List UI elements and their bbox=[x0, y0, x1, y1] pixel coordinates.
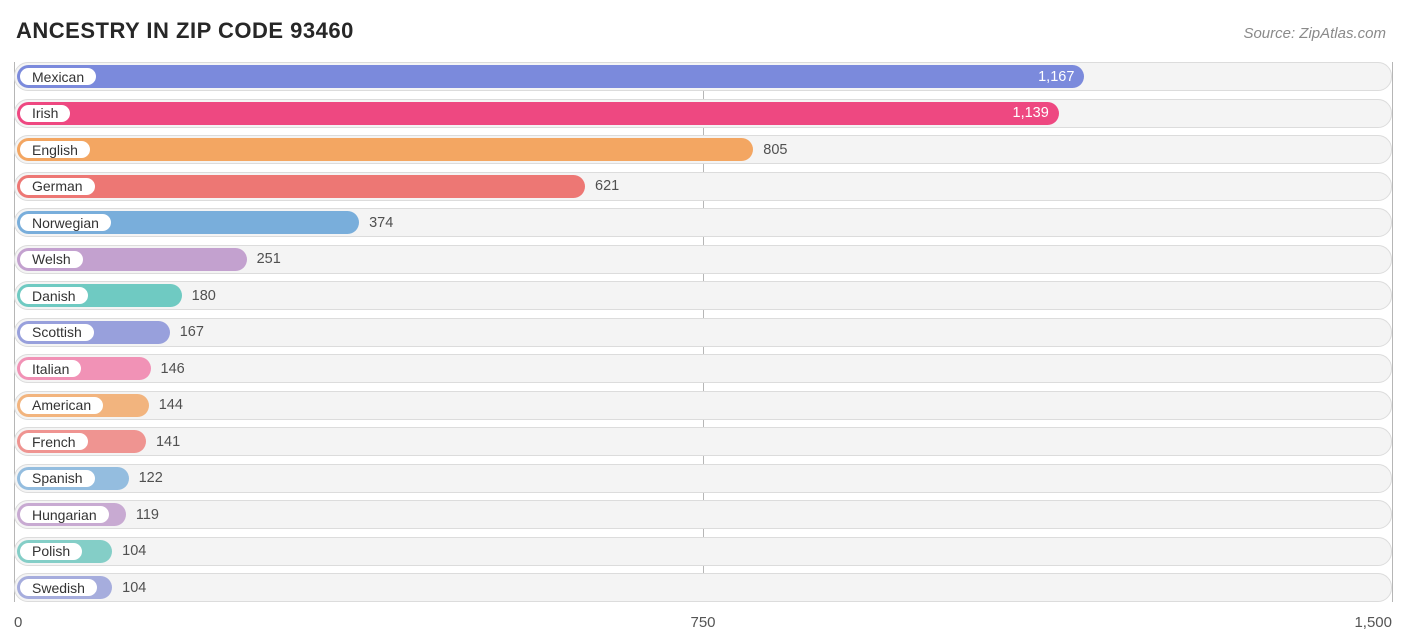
bar-track bbox=[14, 500, 1392, 529]
bar-label-pill: English bbox=[18, 139, 92, 160]
bar-row: Spanish 122 bbox=[14, 464, 1392, 493]
bar-row: English 805 bbox=[14, 135, 1392, 164]
bar-value: 167 bbox=[180, 318, 204, 347]
bar-value: 122 bbox=[139, 464, 163, 493]
bar-value: 180 bbox=[192, 281, 216, 310]
bar-label-pill: Welsh bbox=[18, 249, 85, 270]
chart-source: Source: ZipAtlas.com bbox=[1243, 25, 1386, 42]
bar-label-pill: Scottish bbox=[18, 322, 96, 343]
bar-label-pill: Danish bbox=[18, 285, 90, 306]
bar-fill bbox=[17, 175, 585, 198]
x-axis: 0 750 1,500 bbox=[14, 610, 1392, 636]
bar-row: Swedish 104 bbox=[14, 573, 1392, 602]
bar-value: 119 bbox=[136, 500, 159, 529]
x-tick: 0 bbox=[14, 614, 22, 631]
ancestry-chart: ANCESTRY IN ZIP CODE 93460 Source: ZipAt… bbox=[0, 0, 1406, 644]
chart-bars: Mexican 1,167 Irish 1,139 English 805 German 62… bbox=[14, 62, 1392, 602]
bar-value: 621 bbox=[595, 172, 619, 201]
bar-track bbox=[14, 427, 1392, 456]
gridline bbox=[1392, 62, 1393, 602]
bar-row: Irish 1,139 bbox=[14, 99, 1392, 128]
bar-label-pill: Spanish bbox=[18, 468, 97, 489]
bar-track bbox=[14, 391, 1392, 420]
bar-track bbox=[14, 573, 1392, 602]
bar-value: 141 bbox=[156, 427, 180, 456]
bar-value: 104 bbox=[122, 537, 146, 566]
bar-track bbox=[14, 354, 1392, 383]
bar-label-pill: French bbox=[18, 431, 90, 452]
bar-row: Welsh 251 bbox=[14, 245, 1392, 274]
bar-label-pill: German bbox=[18, 176, 97, 197]
chart-header: ANCESTRY IN ZIP CODE 93460 Source: ZipAt… bbox=[14, 18, 1392, 44]
bar-label-pill: Mexican bbox=[18, 66, 98, 87]
bar-track bbox=[14, 537, 1392, 566]
x-tick: 750 bbox=[690, 614, 715, 631]
bar-value: 374 bbox=[369, 208, 393, 237]
x-tick: 1,500 bbox=[1354, 614, 1392, 631]
bar-value: 805 bbox=[763, 135, 787, 164]
bar-label-pill: Italian bbox=[18, 358, 83, 379]
bar-label-pill: Norwegian bbox=[18, 212, 113, 233]
bar-row: Mexican 1,167 bbox=[14, 62, 1392, 91]
bar-row: Polish 104 bbox=[14, 537, 1392, 566]
bar-value: 1,167 bbox=[1038, 62, 1074, 91]
bar-label-pill: American bbox=[18, 395, 105, 416]
bar-fill bbox=[17, 138, 753, 161]
bar-track bbox=[14, 318, 1392, 347]
bar-row: Italian 146 bbox=[14, 354, 1392, 383]
chart-title: ANCESTRY IN ZIP CODE 93460 bbox=[16, 18, 354, 44]
bar-row: American 144 bbox=[14, 391, 1392, 420]
bar-row: Hungarian 119 bbox=[14, 500, 1392, 529]
bar-label-pill: Polish bbox=[18, 541, 84, 562]
bar-label-pill: Hungarian bbox=[18, 504, 111, 525]
bar-row: French 141 bbox=[14, 427, 1392, 456]
chart-plot: Mexican 1,167 Irish 1,139 English 805 German 62… bbox=[14, 62, 1392, 636]
bar-row: Danish 180 bbox=[14, 281, 1392, 310]
bar-row: German 621 bbox=[14, 172, 1392, 201]
bar-track bbox=[14, 464, 1392, 493]
bar-row: Norwegian 374 bbox=[14, 208, 1392, 237]
bar-value: 144 bbox=[159, 391, 183, 420]
bar-fill bbox=[17, 65, 1084, 88]
bar-value: 104 bbox=[122, 573, 146, 602]
bar-value: 251 bbox=[257, 245, 281, 274]
bar-fill bbox=[17, 102, 1059, 125]
bar-label-pill: Irish bbox=[18, 103, 72, 124]
bar-row: Scottish 167 bbox=[14, 318, 1392, 347]
bar-value: 146 bbox=[161, 354, 185, 383]
bar-label-pill: Swedish bbox=[18, 577, 99, 598]
bar-value: 1,139 bbox=[1013, 99, 1049, 128]
bar-track bbox=[14, 281, 1392, 310]
